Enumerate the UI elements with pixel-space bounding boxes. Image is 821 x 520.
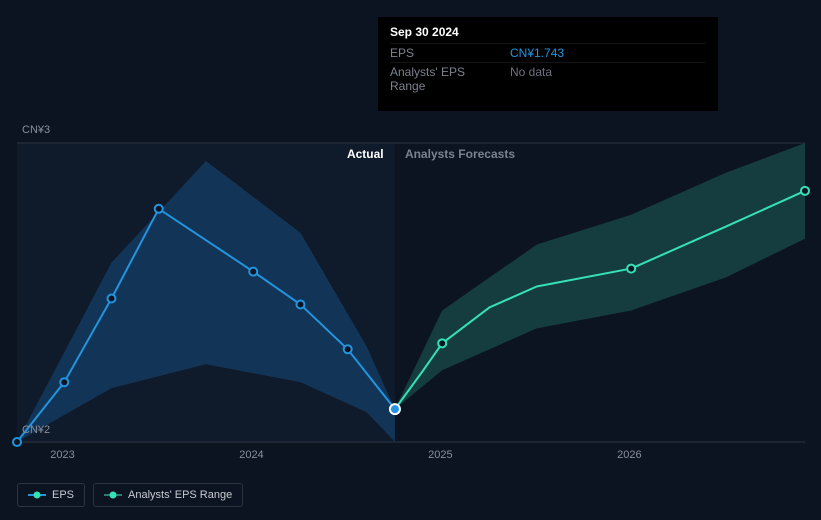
tooltip-row-value: No data: [510, 65, 552, 93]
tooltip-row-value: CN¥1.743: [510, 46, 564, 60]
legend-item-eps[interactable]: EPS: [17, 483, 85, 507]
tooltip-row-label: Analysts' EPS Range: [390, 65, 502, 93]
x-axis-label: 2025: [428, 449, 452, 461]
legend-swatch-icon: [104, 490, 122, 500]
tooltip: Sep 30 2024 EPS CN¥1.743 Analysts' EPS R…: [378, 17, 718, 111]
tooltip-row: Analysts' EPS Range No data: [390, 62, 706, 95]
tooltip-title: Sep 30 2024: [390, 25, 706, 39]
x-axis-label: 2023: [50, 449, 74, 461]
legend-swatch-icon: [28, 490, 46, 500]
y-axis-label: CN¥2: [22, 424, 50, 436]
y-axis-label: CN¥3: [22, 124, 50, 136]
region-label-actual: Actual: [347, 147, 384, 161]
tooltip-row-label: EPS: [390, 46, 502, 60]
legend-item-label: EPS: [52, 489, 74, 501]
x-axis-label: 2026: [617, 449, 641, 461]
legend: EPS Analysts' EPS Range: [17, 483, 243, 507]
tooltip-row: EPS CN¥1.743: [390, 43, 706, 62]
region-label-forecast: Analysts Forecasts: [405, 147, 515, 161]
legend-item-range[interactable]: Analysts' EPS Range: [93, 483, 243, 507]
chart-container: CN¥3 CN¥2 2023 2024 2025 2026 Actual Ana…: [0, 0, 821, 520]
x-axis-label: 2024: [239, 449, 263, 461]
legend-item-label: Analysts' EPS Range: [128, 489, 232, 501]
